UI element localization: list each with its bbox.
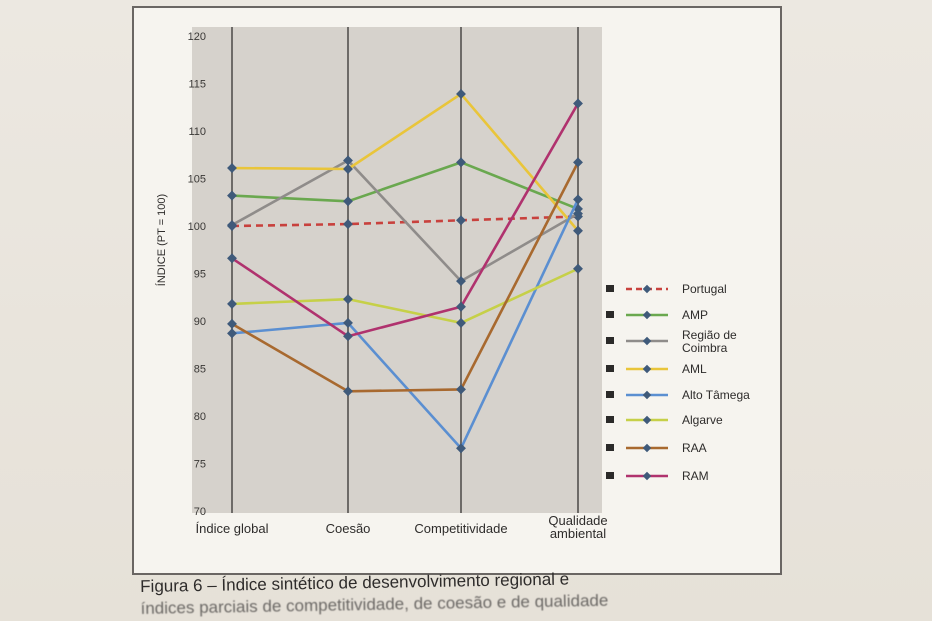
legend-marker [642,415,652,425]
legend-glyph [606,472,614,479]
legend-label: Alto Tâmega [682,388,750,402]
legend-glyph [606,391,614,398]
x-tick-label: Qualidade ambiental [548,513,607,541]
legend-label: Região de Coimbra [682,328,737,355]
legend-marker [642,443,652,453]
x-tick-label: Competitividade [414,521,507,536]
data-point [343,331,353,342]
legend-label: Portugal [682,282,727,296]
legend-label: Algarve [682,413,723,427]
legend-marker [642,310,652,320]
data-point [343,294,353,305]
data-point [343,317,353,328]
data-point [573,157,583,168]
y-tick-label: 90 [194,316,206,328]
data-point [456,301,466,312]
data-point [227,298,237,309]
series-line-6 [231,161,580,393]
legend-glyph [606,444,614,451]
data-point [573,194,583,205]
data-point [456,276,466,287]
data-point [573,208,583,219]
plot-area [192,27,602,513]
legend-marker [642,336,652,346]
series-line-4 [231,198,580,450]
data-point [227,220,237,230]
data-point [343,386,353,397]
y-tick-label: 70 [194,506,206,518]
data-point [456,215,466,226]
legend-glyph [606,416,614,423]
series-lines [227,89,583,454]
data-point [343,164,353,174]
y-tick-label: 110 [188,126,206,138]
data-point [343,219,353,230]
data-point [227,190,237,201]
series-line-7 [231,102,580,338]
data-point [343,155,353,166]
series-line-3 [231,92,579,232]
data-point [343,196,353,207]
legend-marker [642,284,652,294]
legend-label: RAM [682,469,709,483]
data-point [573,263,583,274]
legend: Portugal AMP Região de Coimbra AML Alto Tâmeg… [606,282,750,483]
data-point [227,163,237,173]
y-tick-label: 85 [194,364,206,376]
y-tick-label: 100 [188,221,206,233]
legend-label: AMP [682,308,708,322]
x-axis-labels: Índice global Coesão Competitividade Qualid… [196,513,608,541]
data-point [456,157,466,168]
y-tick-label: 80 [194,411,206,423]
y-tick-label: 120 [188,31,206,43]
y-tick-label: 105 [188,174,206,186]
legend-glyph [606,337,614,344]
series-line-5 [231,267,579,325]
y-tick-label: 95 [194,269,206,281]
legend-label: AML [682,362,707,376]
legend-label: RAA [682,441,707,455]
legend-marker [642,364,652,374]
x-tick-label: Índice global [196,521,269,536]
data-point [573,98,583,109]
data-point [456,443,466,454]
legend-marker [642,390,652,400]
data-point [573,225,583,236]
y-axis-ticks: 70 75 80 85 90 95 100 105 110 115 120 [188,31,206,518]
series-line-2 [231,159,579,283]
y-tick-label: 75 [194,459,206,471]
y-tick-label: 115 [188,79,206,91]
data-point [456,317,466,328]
data-point [227,328,237,339]
legend-glyph [606,365,614,372]
legend-marker [642,471,652,481]
x-tick-label: Coesão [326,521,371,536]
data-point [227,318,237,329]
legend-glyph [606,311,614,318]
legend-glyph [606,285,614,292]
y-axis-title: ÍNDICE (PT = 100) [155,194,168,286]
data-point [456,384,466,395]
series-line-1 [231,161,579,211]
